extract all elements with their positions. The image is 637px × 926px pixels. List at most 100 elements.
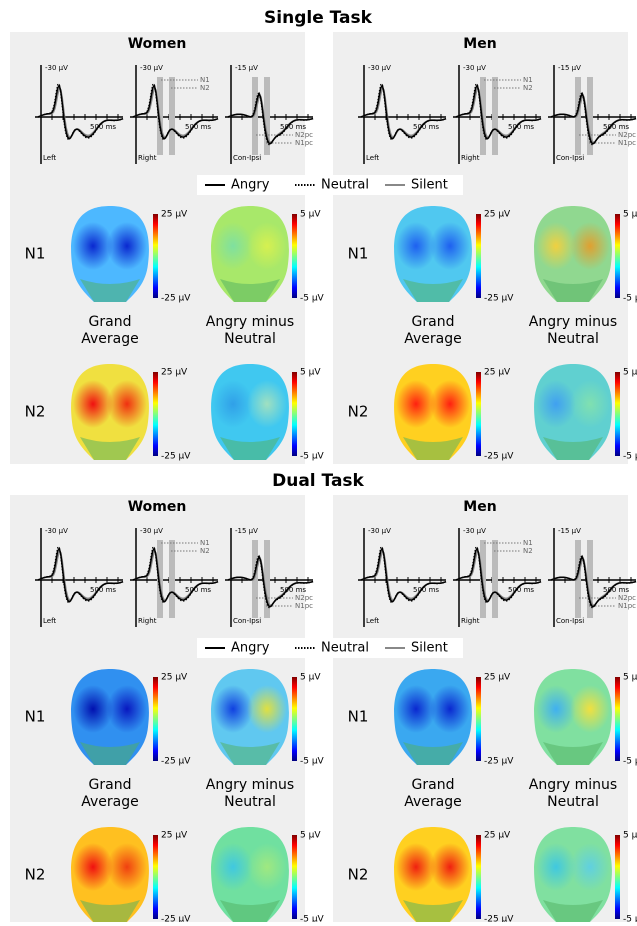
head-shade xyxy=(80,279,140,302)
column-title: Angry minus xyxy=(206,777,294,793)
head-map xyxy=(394,206,472,302)
erp-label: Con-Ipsi xyxy=(556,154,584,162)
colorbar xyxy=(476,677,481,761)
row-label: N1 xyxy=(348,245,369,263)
head-map xyxy=(534,364,612,460)
column-title: Average xyxy=(81,794,139,810)
time-label: 500 ms xyxy=(90,586,116,594)
time-label: 500 ms xyxy=(280,586,306,594)
colorbar-max: 5 µV xyxy=(300,368,321,378)
panel-title: Women xyxy=(128,499,187,515)
colorbar-min: -5 µV xyxy=(300,757,325,767)
marker-label: N1pc xyxy=(295,602,313,610)
wave-angry xyxy=(455,546,542,603)
marker-label: N1pc xyxy=(618,139,636,147)
colorbar-min: -5 µV xyxy=(300,915,325,923)
head-blob xyxy=(536,380,576,428)
time-label: 500 ms xyxy=(413,123,439,131)
wave-angry xyxy=(132,83,219,140)
head-blob xyxy=(570,380,610,428)
erp-label: Right xyxy=(138,617,157,625)
colorbar xyxy=(153,677,158,761)
colorbar-min: -25 µV xyxy=(161,294,191,304)
marker-label: N2 xyxy=(200,547,210,555)
colorbar-max: 25 µV xyxy=(484,210,511,220)
colorbar-min: -25 µV xyxy=(161,757,191,767)
head-map xyxy=(534,669,612,765)
marker-label: N1 xyxy=(523,76,533,84)
colorbar xyxy=(153,372,158,456)
head-blob xyxy=(570,843,610,891)
head-blob xyxy=(73,685,113,733)
column-title: Grand xyxy=(412,777,455,793)
section-title: Single Task xyxy=(264,8,373,28)
window xyxy=(587,540,593,618)
head-shade xyxy=(543,742,603,765)
scale-label: -15 µV xyxy=(235,64,258,72)
head-shade xyxy=(403,437,463,460)
head-map xyxy=(211,827,289,923)
head-shade xyxy=(80,742,140,765)
head-blob xyxy=(107,222,147,270)
head-map xyxy=(534,827,612,923)
head-shade xyxy=(220,437,280,460)
erp-label: Con-Ipsi xyxy=(556,617,584,625)
window xyxy=(264,77,270,155)
head-blob xyxy=(73,843,113,891)
column-title: Neutral xyxy=(547,331,599,347)
head-blob xyxy=(73,380,113,428)
window xyxy=(169,77,175,155)
column-title: Neutral xyxy=(224,794,276,810)
colorbar-max: 25 µV xyxy=(484,673,511,683)
wave-angry xyxy=(550,554,637,608)
colorbar-max: 25 µV xyxy=(161,831,188,841)
scale-label: -30 µV xyxy=(45,527,68,535)
marker-label: N1pc xyxy=(295,139,313,147)
window xyxy=(252,540,258,618)
window xyxy=(492,540,498,618)
erp-label: Left xyxy=(43,154,56,162)
colorbar-min: -25 µV xyxy=(484,452,514,462)
time-label: 500 ms xyxy=(603,123,629,131)
head-shade xyxy=(220,742,280,765)
colorbar-max: 5 µV xyxy=(300,673,321,683)
head-shade xyxy=(543,279,603,302)
scale-label: -30 µV xyxy=(45,64,68,72)
marker-label: N2pc xyxy=(618,131,636,139)
colorbar-max: 25 µV xyxy=(484,831,511,841)
head-map xyxy=(71,206,149,302)
column-title: Neutral xyxy=(547,794,599,810)
colorbar-max: 5 µV xyxy=(623,831,637,841)
head-shade xyxy=(220,279,280,302)
head-shade xyxy=(543,900,603,923)
colorbar-min: -25 µV xyxy=(484,915,514,923)
colorbar xyxy=(615,677,620,761)
colorbar xyxy=(292,677,297,761)
marker-label: N1 xyxy=(200,539,210,547)
head-blob xyxy=(213,222,253,270)
window xyxy=(575,540,581,618)
head-blob xyxy=(247,843,287,891)
legend-bg xyxy=(197,175,463,195)
head-blob xyxy=(396,222,436,270)
head-blob xyxy=(536,843,576,891)
panel-title: Men xyxy=(463,36,496,52)
column-title: Neutral xyxy=(224,331,276,347)
colorbar xyxy=(615,835,620,919)
head-blob xyxy=(536,685,576,733)
colorbar xyxy=(153,214,158,298)
colorbar-min: -5 µV xyxy=(300,452,325,462)
head-blob xyxy=(247,380,287,428)
erp-label: Con-Ipsi xyxy=(233,154,261,162)
scale-label: -15 µV xyxy=(558,527,581,535)
colorbar xyxy=(615,214,620,298)
head-map xyxy=(534,206,612,302)
row-label: N2 xyxy=(25,403,46,421)
time-label: 500 ms xyxy=(90,123,116,131)
panel-title: Men xyxy=(463,499,496,515)
colorbar xyxy=(292,214,297,298)
colorbar xyxy=(153,835,158,919)
scale-label: -30 µV xyxy=(463,527,486,535)
section-title: Dual Task xyxy=(272,471,364,491)
colorbar-max: 5 µV xyxy=(623,673,637,683)
